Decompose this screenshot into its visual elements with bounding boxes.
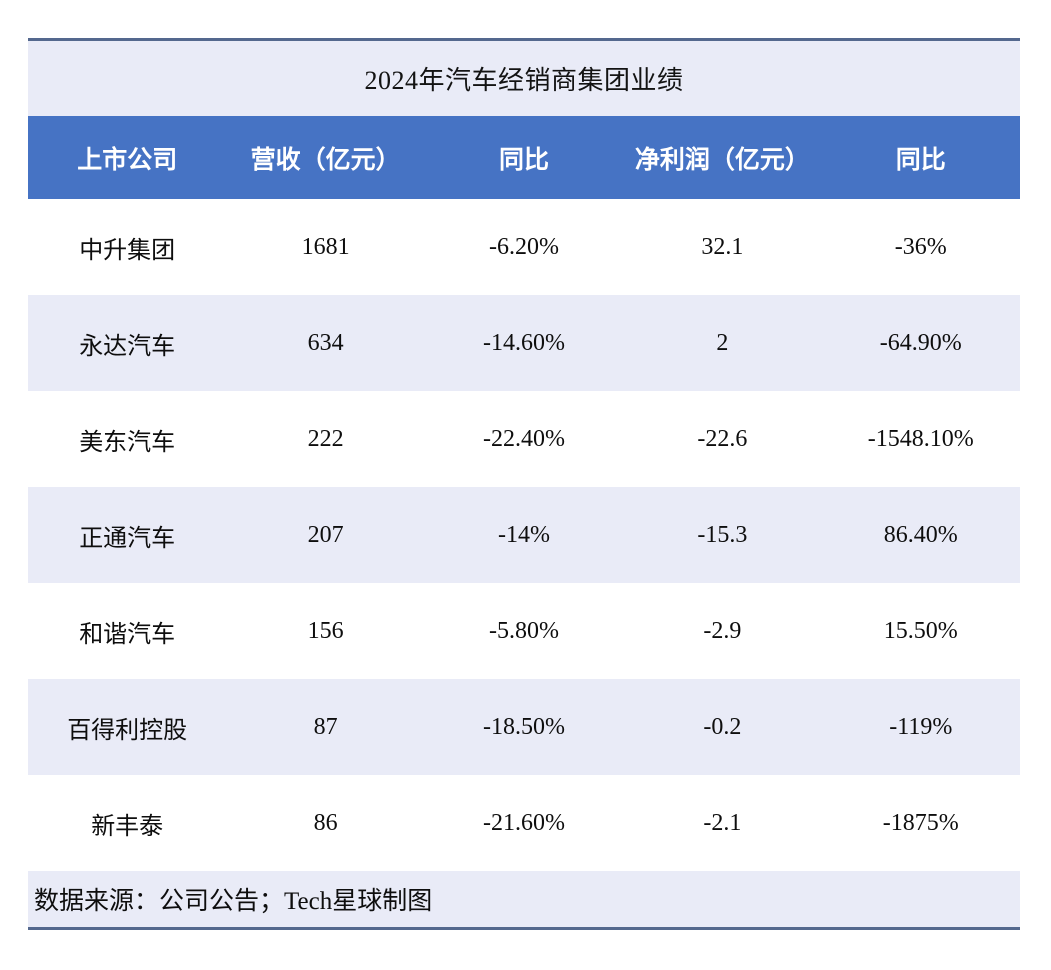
cell-company: 中升集团 — [79, 237, 176, 264]
cell-revenue: 86 — [313, 809, 338, 836]
cell-net-profit: -2.9 — [703, 617, 742, 644]
cell-revenue: 156 — [307, 617, 344, 644]
table-title: 2024年汽车经销商集团业绩 — [28, 41, 1020, 116]
table-header-row: 上市公司 营收（亿元） 同比 净利润（亿元） 同比 — [28, 116, 1020, 199]
cell-net-profit: 32.1 — [701, 233, 744, 260]
cell-revenue-yoy: -22.40% — [483, 425, 565, 452]
cell-net-profit-yoy: -1875% — [882, 809, 959, 836]
cell-revenue-yoy: -21.60% — [483, 809, 565, 836]
cell-net-profit: -2.1 — [703, 809, 742, 836]
column-header-revenue-yoy: 同比 — [498, 146, 549, 174]
cell-company: 美东汽车 — [79, 429, 176, 456]
cell-revenue-yoy: -18.50% — [483, 713, 565, 740]
cell-company: 百得利控股 — [67, 717, 188, 744]
cell-net-profit-yoy: -64.90% — [879, 329, 962, 356]
cell-revenue-yoy: -14% — [498, 521, 550, 548]
cell-revenue-yoy: -14.60% — [483, 329, 565, 356]
cell-revenue: 634 — [307, 329, 344, 356]
cell-net-profit: -0.2 — [703, 713, 742, 740]
cell-net-profit: -22.6 — [697, 425, 748, 452]
table-row: 中升集团 1681 -6.20% 32.1 -36% — [28, 199, 1020, 295]
cell-revenue: 87 — [313, 713, 338, 740]
performance-table: 2024年汽车经销商集团业绩 上市公司 营收（亿元） 同比 净利润（亿元） 同比… — [28, 38, 1020, 930]
column-header-net-profit-yoy: 同比 — [895, 146, 946, 174]
cell-net-profit-yoy: 15.50% — [883, 617, 958, 644]
cell-company: 新丰泰 — [91, 813, 164, 840]
table-footer-source: 数据来源：公司公告；Tech星球制图 — [28, 871, 1020, 927]
table-row: 美东汽车 222 -22.40% -22.6 -1548.10% — [28, 391, 1020, 487]
table-row: 百得利控股 87 -18.50% -0.2 -119% — [28, 679, 1020, 775]
cell-revenue-yoy: -5.80% — [489, 617, 559, 644]
table-body: 中升集团 1681 -6.20% 32.1 -36% 永达汽车 634 -14.60% 2 -64… — [28, 199, 1020, 871]
column-header-company: 上市公司 — [77, 146, 178, 174]
cell-revenue: 1681 — [301, 233, 350, 260]
cell-revenue: 207 — [307, 521, 344, 548]
cell-net-profit-yoy: -36% — [894, 233, 947, 260]
cell-revenue: 222 — [307, 425, 344, 452]
table-row: 正通汽车 207 -14% -15.3 86.40% — [28, 487, 1020, 583]
cell-net-profit: 2 — [716, 329, 729, 356]
cell-net-profit-yoy: 86.40% — [883, 521, 958, 548]
cell-company: 永达汽车 — [79, 333, 176, 360]
cell-net-profit: -15.3 — [697, 521, 748, 548]
cell-company: 和谐汽车 — [79, 621, 176, 648]
cell-net-profit-yoy: -119% — [889, 713, 953, 740]
table-row: 新丰泰 86 -21.60% -2.1 -1875% — [28, 775, 1020, 871]
cell-revenue-yoy: -6.20% — [489, 233, 559, 260]
cell-net-profit-yoy: -1548.10% — [867, 425, 974, 452]
table-row: 和谐汽车 156 -5.80% -2.9 15.50% — [28, 583, 1020, 679]
table-row: 永达汽车 634 -14.60% 2 -64.90% — [28, 295, 1020, 391]
column-header-net-profit: 净利润（亿元） — [634, 146, 810, 174]
cell-company: 正通汽车 — [79, 525, 176, 552]
column-header-revenue: 营收（亿元） — [250, 146, 401, 174]
